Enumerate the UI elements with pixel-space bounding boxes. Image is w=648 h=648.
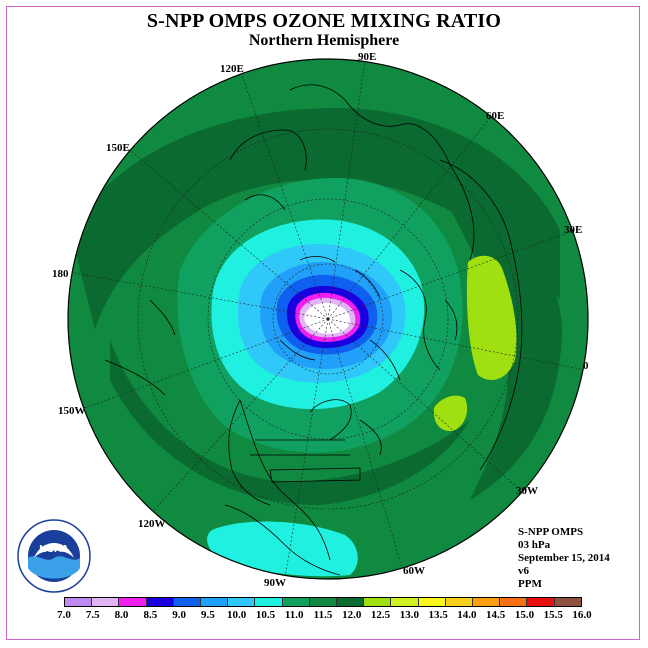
colorbar-label: 14.0 xyxy=(457,609,477,621)
info-instrument: S-NPP OMPS xyxy=(518,526,584,538)
lon-label-60w: 60W xyxy=(403,565,425,577)
colorbar-labels: 7.0 7.5 8.0 8.5 9.0 9.5 10.0 10.5 11.0 11.5 12.0 12… xyxy=(57,609,592,623)
lon-label-90w: 90W xyxy=(264,577,286,589)
map-title: S-NPP OMPS OZONE MIXING RATIO xyxy=(146,10,502,32)
colorbar-segment xyxy=(337,598,365,606)
map-subtitle: Northern Hemisphere xyxy=(248,32,400,49)
info-date: September 15, 2014 xyxy=(518,552,610,564)
coastlines xyxy=(104,84,523,576)
colorbar-segment xyxy=(445,598,474,606)
field-12.5-b xyxy=(433,395,468,432)
image-frame xyxy=(6,6,640,640)
colorbar-segment xyxy=(473,598,501,606)
colorbar-label: 10.5 xyxy=(255,609,276,621)
colorbar-segment xyxy=(173,598,202,606)
lon-label-90e: 90E xyxy=(358,51,377,63)
colorbar-segment xyxy=(255,598,283,606)
colorbar-segment xyxy=(500,598,528,606)
colorbar-segment xyxy=(201,598,229,606)
noaa-logo-text: NOAA xyxy=(39,544,68,555)
colorbar-label: 8.5 xyxy=(143,609,158,621)
colorbar-segment xyxy=(119,598,147,606)
colorbar-label: 13.5 xyxy=(428,609,448,621)
colorbar-label: 11.5 xyxy=(313,609,333,621)
colorbar-segment xyxy=(527,598,555,606)
info-level: 03 hPa xyxy=(518,539,551,551)
lon-label-150e: 150E xyxy=(106,142,130,154)
colorbar-label: 12.5 xyxy=(370,609,391,621)
info-block: S-NPP OMPS 03 hPa September 15, 2014 v6 … xyxy=(518,526,610,591)
graticule xyxy=(69,59,586,579)
colorbar-label: 13.0 xyxy=(399,609,419,621)
colorbar-segment xyxy=(391,598,419,606)
colorbar-label: 11.0 xyxy=(284,609,304,621)
colorbar-label: 7.0 xyxy=(57,609,71,621)
colorbar-label: 16.0 xyxy=(572,609,592,621)
colorbar-label: 8.0 xyxy=(114,609,129,621)
lon-label-150w: 150W xyxy=(58,405,86,417)
colorbar-segment xyxy=(364,598,392,606)
lon-label-60e: 60E xyxy=(486,110,505,122)
field-12.0-south xyxy=(110,340,470,505)
noaa-logo: NOAA xyxy=(17,519,91,593)
lon-label-30e: 30E xyxy=(564,224,583,236)
lon-label-30w: 30W xyxy=(516,485,538,497)
info-version: v6 xyxy=(518,565,529,577)
colorbar-label: 9.5 xyxy=(201,609,215,621)
colorbar-label: 12.0 xyxy=(342,609,362,621)
colorbar-label: 15.0 xyxy=(514,609,535,621)
lon-label-180: 180 xyxy=(52,268,69,280)
info-units: PPM xyxy=(518,578,542,590)
colorbar xyxy=(64,597,582,607)
lon-label-120e: 120E xyxy=(220,63,244,75)
colorbar-segment xyxy=(309,598,338,606)
colorbar-label: 15.5 xyxy=(543,609,563,621)
colorbar-segment xyxy=(282,598,310,606)
colorbar-label: 7.5 xyxy=(85,609,100,621)
field-12.5-a xyxy=(466,255,517,380)
lon-label-120w: 120W xyxy=(138,518,166,530)
colorbar-segment xyxy=(418,598,446,606)
colorbar-segment xyxy=(65,598,93,606)
colorbar-segment xyxy=(228,598,256,606)
colorbar-label: 9.0 xyxy=(172,609,186,621)
colorbar-label: 10.0 xyxy=(227,609,247,621)
lon-label-0: 0 xyxy=(583,360,589,372)
field-12.0-east xyxy=(430,170,562,500)
colorbar-segment xyxy=(92,598,120,606)
map-boundary xyxy=(67,58,589,580)
colorbar-label: 14.5 xyxy=(486,609,506,621)
field-10.5-south xyxy=(207,521,358,577)
ozone-field xyxy=(68,59,588,579)
colorbar-segment xyxy=(146,598,174,606)
colorbar-segment xyxy=(554,598,581,606)
field-12.0-north xyxy=(70,107,560,330)
